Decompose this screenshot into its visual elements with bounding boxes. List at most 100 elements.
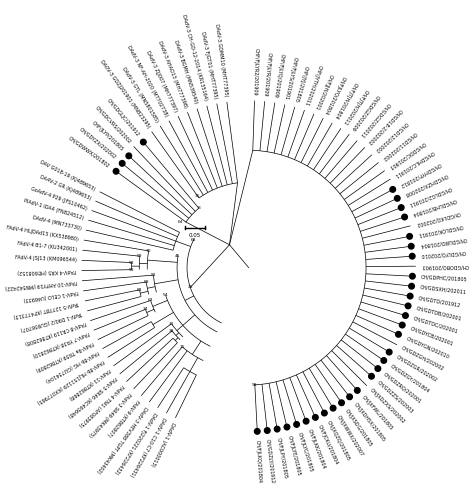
Text: CH/GDSXH/202011: CH/GDSXH/202011 bbox=[420, 284, 467, 295]
Text: Ch/GDLKQ/202002: Ch/GDLKQ/202002 bbox=[415, 210, 460, 227]
Text: 8: 8 bbox=[197, 206, 200, 210]
Text: DAdV-3 CH-GD-12-2014 (KR135164): DAdV-3 CH-GD-12-2014 (KR135164) bbox=[181, 14, 208, 102]
Text: CH/GDLWD/201804: CH/GDLWD/201804 bbox=[419, 236, 467, 248]
Text: GoAdV-4 P29 (JFS10462): GoAdV-4 P29 (JFS10462) bbox=[30, 186, 88, 211]
Text: DAdV-3 FJGT01 (MHT77395): DAdV-3 FJGT01 (MHT77395) bbox=[200, 31, 218, 99]
Circle shape bbox=[375, 366, 381, 372]
Text: CH/GDTD/201912: CH/GDTD/201912 bbox=[418, 295, 461, 308]
Circle shape bbox=[284, 424, 290, 430]
Text: DA0V-3 GDZJ201901 (MN823295): DA0V-3 GDZJ201901 (MN823295) bbox=[99, 59, 151, 129]
Text: CH/GDTDB/202001: CH/GDTDB/202001 bbox=[416, 306, 462, 321]
Text: FAdV-3 SR49 (MK43975): FAdV-3 SR49 (MK43975) bbox=[88, 391, 132, 437]
Text: 15: 15 bbox=[179, 345, 185, 349]
Text: 83: 83 bbox=[137, 288, 142, 292]
Text: CH/GDDC/201903: CH/GDDC/201903 bbox=[387, 140, 426, 170]
Text: FAdV-8b HLJ151129 (KX077965): FAdV-8b HLJ151129 (KX077965) bbox=[36, 358, 105, 405]
Text: CH/GDZZS/202003: CH/GDZZS/202003 bbox=[376, 380, 414, 414]
Circle shape bbox=[303, 418, 309, 424]
Text: 99: 99 bbox=[129, 268, 134, 272]
Circle shape bbox=[405, 303, 411, 308]
Text: CHF/FJLYR/201909: CHF/FJLYR/201909 bbox=[263, 52, 272, 96]
Circle shape bbox=[274, 426, 280, 432]
Text: CH/GDGLJC/201912: CH/GDGLJC/201912 bbox=[105, 98, 140, 138]
Text: 64: 64 bbox=[177, 220, 183, 224]
Text: DAdV-3 BGMH (MN539540): DAdV-3 BGMH (MN539540) bbox=[173, 40, 198, 104]
Text: 63: 63 bbox=[148, 298, 153, 302]
Text: CH/GDYCB/202001: CH/GDYCB/202001 bbox=[409, 326, 454, 346]
Circle shape bbox=[126, 153, 131, 158]
Text: CH/GDYGN/202010: CH/GDYGN/202010 bbox=[405, 336, 450, 359]
Text: CH/GDHLC/201911: CH/GDHLC/201911 bbox=[394, 150, 436, 178]
Text: CH/FJLKK/201804: CH/FJLKK/201804 bbox=[307, 428, 326, 470]
Circle shape bbox=[339, 400, 344, 406]
Text: FAdV-4 TNI1 (AF083975): FAdV-4 TNI1 (AF083975) bbox=[78, 384, 124, 428]
Text: FAdV-4 KR5 (HE608152): FAdV-4 KR5 (HE608152) bbox=[18, 268, 77, 274]
Text: 99: 99 bbox=[137, 254, 143, 258]
Text: CH/FJTJH/201804: CH/FJTJH/201804 bbox=[333, 81, 358, 120]
Text: 34: 34 bbox=[143, 308, 148, 312]
Text: FAdV-8b HG (GU734104): FAdV-8b HG (GU734104) bbox=[44, 349, 99, 382]
Text: 31: 31 bbox=[169, 322, 174, 326]
Text: CH/GDWWX/201802: CH/GDWWX/201802 bbox=[68, 135, 111, 168]
Text: CH/FJLYE/201805: CH/FJLYE/201805 bbox=[287, 434, 301, 476]
Text: DAdV-1 C10-C7 (KF226431): DAdV-1 C10-C7 (KF226431) bbox=[129, 416, 166, 478]
Text: CH/JXWWX/202007: CH/JXWWX/202007 bbox=[335, 414, 364, 457]
Text: CHF/FJLYS/201901: CHF/FJLYS/201901 bbox=[283, 56, 298, 100]
Text: CH/JXFWL/201805: CH/JXFWL/201805 bbox=[361, 395, 394, 432]
Text: CH/GD12/202002: CH/GD12/202002 bbox=[374, 120, 409, 153]
Circle shape bbox=[313, 414, 318, 420]
Text: CH/GDCVRS/202002: CH/GDCVRS/202002 bbox=[94, 105, 132, 144]
Text: 68: 68 bbox=[191, 238, 196, 242]
Text: CH/GDGZ/202011: CH/GDGZ/202011 bbox=[359, 102, 391, 138]
Text: CH/GDHYF/201812: CH/GDHYF/201812 bbox=[399, 161, 442, 188]
Text: CH/FJJH/202001: CH/FJJH/202001 bbox=[314, 72, 333, 110]
Text: 91: 91 bbox=[151, 273, 156, 277]
Text: CH/GDZGH/202002: CH/GDZGH/202002 bbox=[400, 345, 445, 372]
Text: 25: 25 bbox=[187, 286, 193, 290]
Circle shape bbox=[403, 313, 408, 318]
Circle shape bbox=[113, 168, 119, 174]
Text: DAdV-3 AHAO13 (MH777398): DAdV-3 AHAO13 (MH777398) bbox=[157, 40, 188, 108]
Text: 98: 98 bbox=[252, 383, 258, 387]
Circle shape bbox=[254, 428, 260, 434]
Circle shape bbox=[408, 244, 414, 249]
Text: 38: 38 bbox=[169, 329, 175, 333]
Text: CHF/FJLYR2/201909: CHF/FJLYR2/201909 bbox=[252, 48, 259, 96]
Text: CH/GDGZ/202009: CH/GDGZ/202009 bbox=[350, 94, 381, 132]
Circle shape bbox=[264, 428, 270, 434]
Text: CH/GDZLY/201912: CH/GDZLY/201912 bbox=[266, 438, 276, 484]
Text: FAdV-9 (KT862807): FAdV-9 (KT862807) bbox=[106, 398, 140, 437]
Text: DAdV-3 NF-AH-2020 (MT702738): DAdV-3 NF-AH-2020 (MT702738) bbox=[126, 44, 169, 118]
Text: DAdV-1 FJ220221 (KF226432): DAdV-1 FJ220221 (KF226432) bbox=[113, 411, 157, 474]
Text: CH/GDTDC/202001: CH/GDTDC/202001 bbox=[413, 316, 459, 334]
Text: CH/JXQZQ/201805: CH/JXQZQ/201805 bbox=[326, 420, 351, 462]
Text: TAdV-1 D90/2 (GU936707): TAdV-1 D90/2 (GU936707) bbox=[19, 310, 83, 332]
Text: CH/GD18-2/202002: CH/GD18-2/202002 bbox=[367, 108, 403, 146]
Text: DA4V-2 GR (KJ489653): DA4V-2 GR (KJ489653) bbox=[39, 174, 92, 201]
Text: CHF/FJLYQ/201909: CHF/FJLYQ/201909 bbox=[273, 53, 285, 98]
Circle shape bbox=[294, 422, 299, 427]
Circle shape bbox=[381, 358, 386, 364]
Circle shape bbox=[330, 406, 336, 411]
Circle shape bbox=[355, 388, 360, 393]
Text: 46: 46 bbox=[175, 254, 181, 258]
Text: CH/GDPHC/201805: CH/GDPHC/201805 bbox=[420, 274, 467, 281]
Circle shape bbox=[407, 294, 413, 299]
Circle shape bbox=[409, 284, 414, 289]
Text: DAdV-3 GDMM10 (MHT77395): DAdV-3 GDMM10 (MHT77395) bbox=[214, 24, 228, 97]
Text: CH/GDZGR/202002: CH/GDZGR/202002 bbox=[395, 354, 438, 383]
Text: CH/FJTJH/202011: CH/FJTJH/202011 bbox=[342, 88, 369, 126]
Circle shape bbox=[386, 350, 392, 355]
Text: CH/FJLKQ/201804: CH/FJLKQ/201804 bbox=[255, 440, 263, 483]
Text: DAdV-1 (AC000013): DAdV-1 (AC000013) bbox=[149, 422, 175, 468]
Text: CH/FJLPY/201805: CH/FJLPY/201805 bbox=[276, 437, 289, 479]
Text: CH/FJLYQ/201804: CH/FJLYQ/201804 bbox=[324, 74, 347, 114]
Text: CH/GDHZX/202008: CH/GDHZX/202008 bbox=[404, 172, 448, 197]
Text: CH/GDLHB/201804: CH/GDLHB/201804 bbox=[412, 198, 457, 217]
Text: 35: 35 bbox=[195, 194, 201, 198]
Text: PIAdV-1 IDA4 (FN824512): PIAdV-1 IDA4 (FN824512) bbox=[23, 198, 84, 221]
Text: FAdV-8 CR119 (KT862808): FAdV-8 CR119 (KT862808) bbox=[24, 320, 86, 345]
Text: CH/GDOBQ/201903: CH/GDOBQ/201903 bbox=[421, 263, 468, 268]
Text: CH/JXSDG/201805: CH/JXSDG/201805 bbox=[344, 408, 374, 448]
Text: FAdV-11 (KT862868): FAdV-11 (KT862868) bbox=[68, 367, 111, 400]
